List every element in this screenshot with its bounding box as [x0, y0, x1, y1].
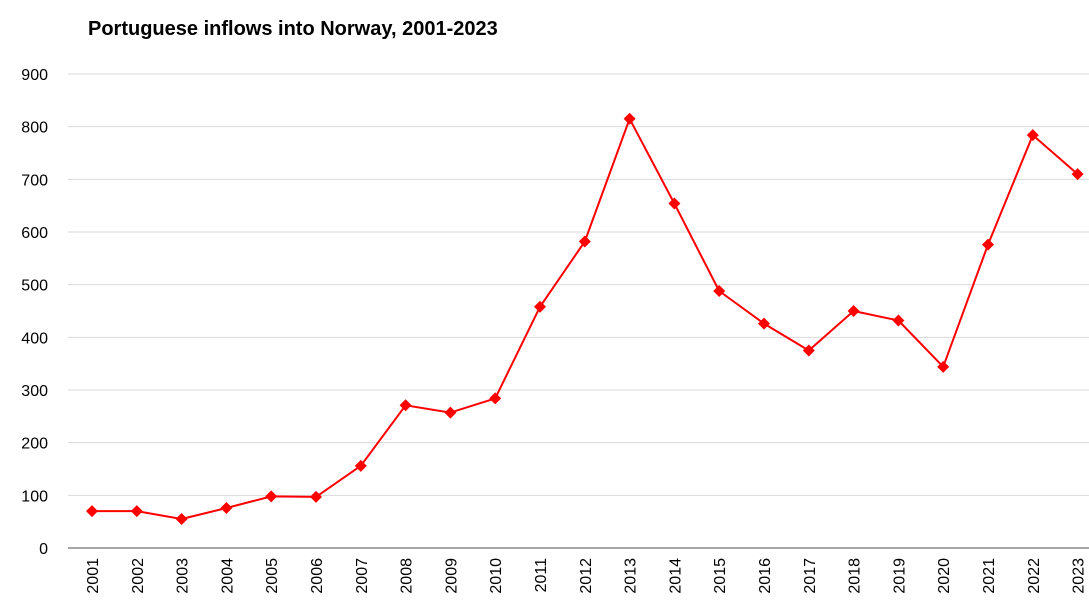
- data-point-marker: [623, 112, 636, 125]
- data-point-marker: [534, 300, 546, 313]
- data-point-marker: [86, 505, 98, 518]
- y-tick-label: 900: [21, 67, 48, 84]
- data-point-marker: [489, 392, 502, 405]
- x-tick-label: 2019: [891, 558, 908, 594]
- data-point-marker: [802, 344, 815, 357]
- x-tick-label: 2008: [399, 558, 416, 594]
- x-tick-label: 2005: [264, 558, 281, 594]
- data-point-marker: [578, 235, 591, 248]
- x-tick-label: 2022: [1026, 558, 1043, 594]
- x-tick-label: 2009: [443, 558, 460, 594]
- data-point-marker: [1071, 168, 1084, 181]
- x-tick-label: 2010: [488, 558, 505, 594]
- x-tick-label: 2014: [667, 558, 684, 594]
- data-point-marker: [713, 284, 726, 297]
- gridlines: [68, 73, 1089, 496]
- x-tick-label: 2017: [802, 558, 819, 594]
- data-point-marker: [354, 459, 367, 472]
- data-point-marker: [265, 490, 278, 503]
- x-tick-label: 2020: [936, 558, 953, 594]
- x-tick-label: 2021: [981, 558, 998, 594]
- y-tick-label: 200: [21, 436, 48, 453]
- data-point-marker: [130, 505, 143, 518]
- y-tick-label: 700: [21, 172, 48, 189]
- data-point-marker: [937, 360, 950, 373]
- x-tick-label: 2003: [175, 558, 192, 594]
- x-tick-label: 2023: [1071, 558, 1088, 594]
- y-tick-label: 300: [21, 383, 48, 400]
- x-tick-label: 2012: [578, 558, 595, 594]
- x-tick-label: 2015: [712, 558, 729, 594]
- y-tick-label: 600: [21, 225, 48, 242]
- data-point-marker: [399, 399, 412, 412]
- y-tick-label: 100: [21, 488, 48, 505]
- series-line: [92, 117, 1079, 520]
- x-tick-label: 2006: [309, 558, 326, 594]
- x-tick-label: 2018: [847, 558, 864, 594]
- data-point-marker: [982, 238, 994, 251]
- chart-title: Portuguese inflows into Norway, 2001-202…: [88, 18, 498, 40]
- data-point-marker: [1026, 129, 1039, 142]
- x-tick-label: 2011: [533, 558, 550, 593]
- data-point-marker: [758, 317, 770, 330]
- y-tick-label: 400: [21, 330, 48, 347]
- data-point-marker: [444, 406, 457, 419]
- y-tick-label: 0: [39, 541, 48, 558]
- x-tick-label: 2013: [623, 558, 640, 594]
- data-point-marker: [220, 501, 233, 514]
- data-point-marker: [668, 197, 681, 210]
- x-tick-label: 2007: [354, 558, 371, 594]
- x-tick-label: 2002: [130, 558, 147, 594]
- data-point-marker: [310, 490, 322, 503]
- data-point-marker: [892, 314, 905, 327]
- y-tick-label: 500: [21, 278, 48, 295]
- x-tick-label: 2004: [219, 558, 236, 594]
- x-tick-label: 2001: [85, 558, 102, 594]
- y-tick-label: 800: [21, 120, 48, 137]
- data-point-marker: [847, 305, 860, 317]
- series-group: [86, 112, 1084, 526]
- x-tick-label: 2016: [757, 558, 774, 594]
- data-point-marker: [175, 513, 188, 526]
- y-axis-ticks: 0 100 200 300 400 500 600 700 800 900: [21, 67, 48, 558]
- x-axis-ticks: 2001 2002 2003 2004 2005 2006 2007 2008 2009 2010…: [85, 558, 1088, 594]
